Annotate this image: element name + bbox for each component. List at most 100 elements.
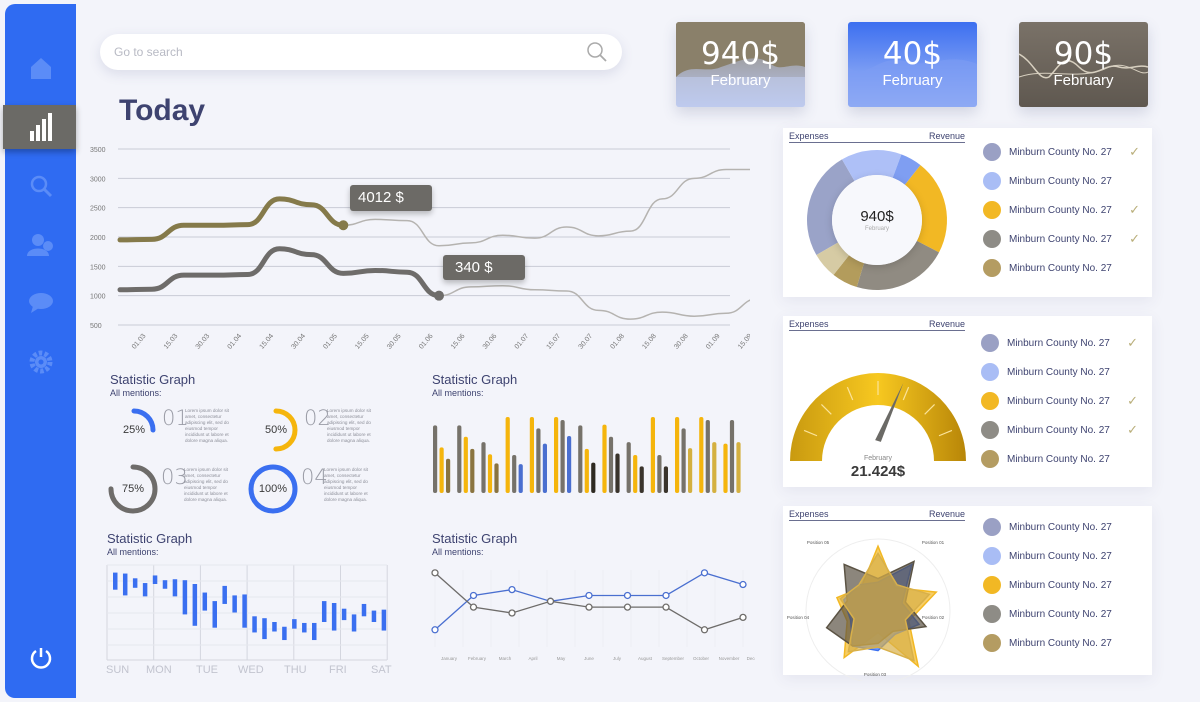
bar [446, 458, 451, 493]
x-tick-label: 01.09 [705, 333, 722, 351]
radar-series [839, 551, 931, 662]
month-label: September [662, 656, 685, 661]
series-point [469, 603, 478, 611]
x-tick-label: 01.07 [514, 333, 531, 351]
month-label: June [584, 656, 594, 661]
legend-item[interactable]: Minburn County No. 27 ✓ [981, 333, 1146, 353]
day-label: TUE [196, 664, 218, 676]
legend-item[interactable]: Minburn County No. 27 ✓ [983, 229, 1148, 249]
candle [351, 614, 357, 632]
ring-description: Lorem ipsum dolor sit amet, consectetur … [184, 467, 228, 502]
kpi-card[interactable]: 40$ February [848, 22, 977, 107]
bar [518, 464, 523, 493]
month-label: January [441, 656, 458, 661]
candle [132, 578, 138, 588]
check-icon: ✓ [1127, 422, 1138, 437]
sidebar-item-settings[interactable] [5, 340, 76, 384]
radar-axis-label: Position 02 [922, 615, 945, 620]
bar [494, 463, 499, 493]
bar [608, 436, 614, 493]
check-icon: ✓ [1129, 231, 1140, 246]
search-input[interactable] [114, 45, 586, 59]
x-tick-label: 30.08 [673, 333, 690, 351]
legend-label: Minburn County No. 27 [1007, 337, 1110, 349]
candle-chart-subtitle: All mentions: [107, 547, 159, 557]
series-endpoint [434, 290, 444, 301]
x-tick-label: 30.03 [195, 333, 212, 351]
x-tick-label: 15.03 [163, 333, 180, 351]
sidebar-item-search[interactable] [5, 164, 76, 208]
search-icon[interactable] [586, 41, 608, 63]
candle [312, 622, 317, 641]
power-button[interactable] [5, 636, 76, 680]
candle [381, 609, 387, 631]
legend-dot [983, 634, 1001, 652]
legend-item[interactable]: Minburn County No. 27 [983, 517, 1148, 537]
bar [457, 425, 462, 493]
x-tick-label: 30.07 [578, 333, 595, 351]
month-label: August [638, 656, 653, 661]
kpi-wave [848, 59, 977, 107]
candle [172, 579, 178, 597]
sidebar-item-users[interactable] [5, 222, 76, 266]
legend-dot [983, 230, 1001, 248]
day-label: FRI [329, 664, 347, 676]
legend-item[interactable]: Minburn County No. 27 ✓ [981, 391, 1146, 411]
donut-slice [904, 165, 947, 253]
y-tick-label: 1500 [90, 264, 106, 271]
series-point [508, 585, 516, 594]
legend-item[interactable]: Minburn County No. 27 [983, 633, 1148, 653]
month-label: December [747, 656, 755, 661]
legend-item[interactable]: Minburn County No. 27 [983, 575, 1148, 595]
legend-item[interactable]: Minburn County No. 27 ✓ [981, 420, 1146, 440]
kpi-wave-fill [676, 77, 805, 107]
legend-item[interactable]: Minburn County No. 27 ✓ [983, 142, 1148, 162]
legend-item[interactable]: Minburn County No. 27 [981, 449, 1146, 469]
y-tick-label: 2000 [90, 235, 106, 242]
bar [584, 448, 589, 493]
legend-item[interactable]: Minburn County No. 27 [983, 546, 1148, 566]
kpi-card[interactable]: 90$ February [1019, 22, 1148, 107]
sidebar-item-statistics[interactable] [3, 105, 76, 149]
y-tick-label: 500 [90, 323, 102, 330]
legend-item[interactable]: Minburn County No. 27 [983, 258, 1148, 278]
ring-percent: 25% [122, 424, 146, 436]
search-bar [100, 34, 622, 70]
legend-item[interactable]: Minburn County No. 27 ✓ [983, 200, 1148, 220]
legend-label: Minburn County No. 27 [1009, 521, 1112, 533]
donut-slice [807, 159, 855, 255]
series-point [739, 613, 747, 622]
donut-label: February [864, 226, 889, 232]
series-line [434, 572, 744, 631]
legend-dot [981, 363, 999, 381]
bar [505, 417, 510, 493]
candle [292, 619, 297, 629]
x-tick-label: 15.05 [354, 333, 371, 351]
candle [262, 618, 267, 640]
x-tick-label: 30.05 [386, 333, 403, 351]
progress-ring [254, 408, 298, 452]
sidebar-item-messages[interactable] [5, 281, 76, 325]
sidebar [3, 4, 76, 698]
line-chart-title: Statistic Graph [432, 531, 518, 546]
kpi-label: February [1053, 72, 1114, 89]
candle-chart-title: Statistic Graph [107, 531, 193, 546]
radar-axis-label: Position 05 [807, 540, 830, 545]
home-icon [30, 58, 51, 79]
legend-item[interactable]: Minburn County No. 27 [983, 171, 1148, 191]
kpi-card[interactable]: 940$ February [676, 22, 805, 107]
sidebar-item-home[interactable] [5, 46, 76, 90]
legend-dot [983, 172, 1001, 190]
line-chart-subtitle: All mentions: [432, 547, 484, 557]
legend-item[interactable]: Minburn County No. 27 [981, 362, 1146, 382]
y-tick-label: 3500 [90, 147, 106, 154]
kpi-wave-line [1019, 64, 1148, 78]
bar [705, 420, 710, 493]
kpi-label: February [882, 72, 943, 89]
series-point [431, 569, 439, 577]
legend-item[interactable]: Minburn County No. 27 [983, 604, 1148, 624]
legend-label: Minburn County No. 27 [1009, 637, 1112, 649]
gauge-arc [790, 373, 966, 461]
candle [302, 622, 307, 633]
series-line-rest [343, 168, 750, 247]
